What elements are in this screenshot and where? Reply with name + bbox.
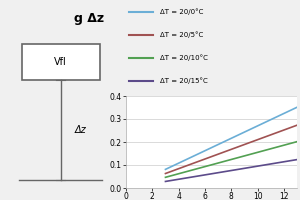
Text: ΔT = 20/5°C: ΔT = 20/5°C — [160, 31, 203, 38]
Text: g Δz: g Δz — [74, 12, 104, 25]
Text: ΔT = 20/15°C: ΔT = 20/15°C — [160, 77, 208, 84]
Text: ΔT = 20/0°C: ΔT = 20/0°C — [160, 8, 204, 15]
Text: Δz: Δz — [75, 125, 87, 135]
Bar — [22, 44, 100, 80]
Text: ΔT = 20/10°C: ΔT = 20/10°C — [160, 54, 208, 61]
Text: Vfl: Vfl — [54, 57, 67, 67]
